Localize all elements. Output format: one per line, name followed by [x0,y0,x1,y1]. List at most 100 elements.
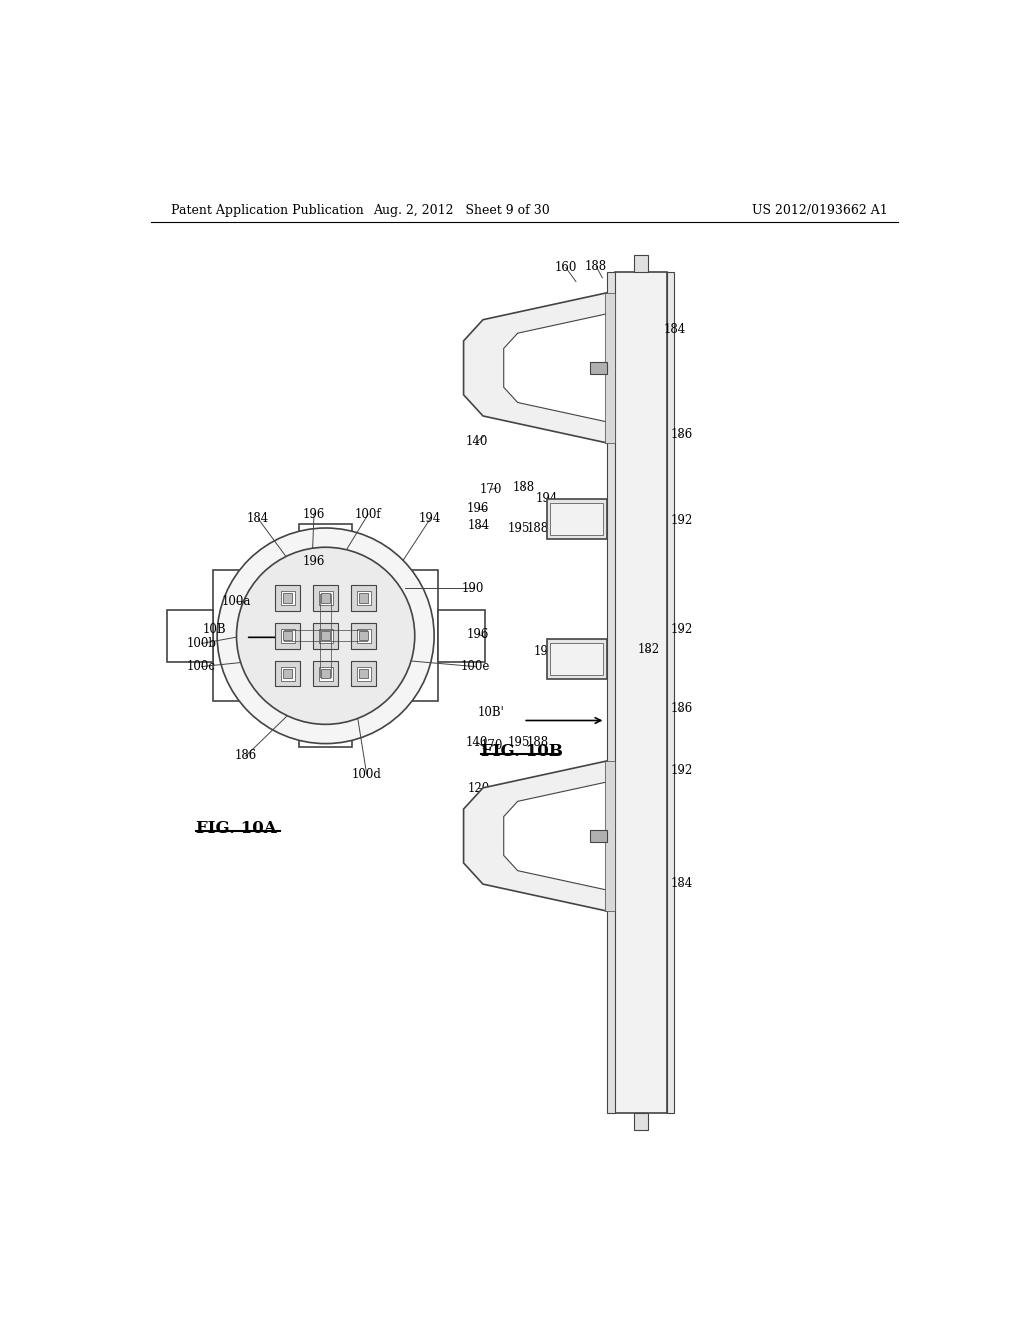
Bar [283,669,292,678]
Bar [284,631,368,642]
Bar [299,524,352,570]
Bar [313,585,338,611]
Text: 194: 194 [536,492,558,506]
Text: 192: 192 [671,623,692,636]
Text: 186: 186 [671,702,692,715]
Bar [281,591,295,605]
Text: 100c: 100c [187,660,216,673]
Bar [634,256,648,272]
Bar [274,661,300,686]
Text: 100a: 100a [222,595,251,609]
Text: 188: 188 [584,866,605,879]
Bar [167,610,213,663]
Text: Patent Application Publication: Patent Application Publication [171,205,364,218]
Text: 100d: 100d [352,768,382,781]
Bar [274,585,300,611]
Text: FIG. 10B: FIG. 10B [481,743,563,760]
Bar [351,661,377,686]
Bar [313,661,338,686]
Bar [356,667,371,681]
Text: 186: 186 [234,750,257,763]
Text: 160: 160 [552,866,574,879]
Text: 196: 196 [467,628,489,640]
Text: 184: 184 [664,323,685,335]
Bar [313,623,338,648]
Polygon shape [464,293,607,444]
Bar [550,643,603,675]
Bar [547,639,607,678]
Bar [668,272,674,1113]
Text: 188: 188 [585,260,607,273]
Text: 188: 188 [512,480,535,494]
Text: 194: 194 [419,512,441,525]
Bar [274,623,300,648]
Text: 196: 196 [467,502,489,515]
Text: 140: 140 [466,436,488,449]
Bar [283,594,292,603]
Text: 188: 188 [526,521,548,535]
Bar [321,594,331,603]
Text: 170: 170 [479,483,502,496]
Text: 170: 170 [481,739,504,751]
Bar [605,293,614,444]
Bar [318,628,333,643]
Bar [213,570,438,701]
Bar [321,669,331,678]
Text: 186: 186 [671,428,692,441]
Text: 184: 184 [247,512,269,525]
Bar [321,594,331,677]
Polygon shape [504,314,607,422]
Text: 100f: 100f [355,508,382,520]
Text: 192: 192 [671,513,692,527]
Bar [283,631,292,640]
Bar [281,667,295,681]
Bar [359,669,369,678]
Bar [634,1113,648,1130]
Text: 110: 110 [540,785,562,797]
Text: 140: 140 [466,735,488,748]
Text: 184: 184 [671,878,692,890]
Bar [614,272,668,1113]
Text: 100e: 100e [461,660,489,673]
Text: 195: 195 [508,735,529,748]
Text: FIG. 10A: FIG. 10A [197,820,276,837]
Text: 10B': 10B' [477,706,504,719]
Text: 190: 190 [462,582,484,594]
Text: 196: 196 [303,556,326,569]
Bar [299,701,352,747]
Bar [438,610,484,663]
Text: 184: 184 [467,519,489,532]
Bar [550,503,603,535]
Bar [590,830,607,842]
Bar [318,667,333,681]
Text: 196: 196 [303,508,326,520]
Text: 182: 182 [638,643,659,656]
Bar [281,628,295,643]
Bar [359,594,369,603]
Text: 110: 110 [540,366,562,379]
Text: 196: 196 [475,346,498,359]
Text: Aug. 2, 2012   Sheet 9 of 30: Aug. 2, 2012 Sheet 9 of 30 [373,205,550,218]
Circle shape [217,528,434,743]
Text: 10B: 10B [203,623,226,636]
Bar [318,591,333,605]
Text: 196: 196 [467,825,489,838]
Text: 192: 192 [671,764,692,777]
Text: 195: 195 [508,521,529,535]
Bar [547,499,607,539]
Bar [607,272,614,1113]
Bar [321,631,331,640]
Bar [351,585,377,611]
Text: 120: 120 [506,360,528,372]
Bar [359,631,369,640]
Text: 188: 188 [526,735,548,748]
Text: 100b: 100b [186,638,217,649]
Text: 160: 160 [555,261,578,275]
Bar [356,628,371,643]
Bar [356,591,371,605]
Bar [351,623,377,648]
Circle shape [237,548,415,725]
Text: 194: 194 [534,644,556,657]
Bar [605,760,614,911]
Text: US 2012/0193662 A1: US 2012/0193662 A1 [752,205,888,218]
